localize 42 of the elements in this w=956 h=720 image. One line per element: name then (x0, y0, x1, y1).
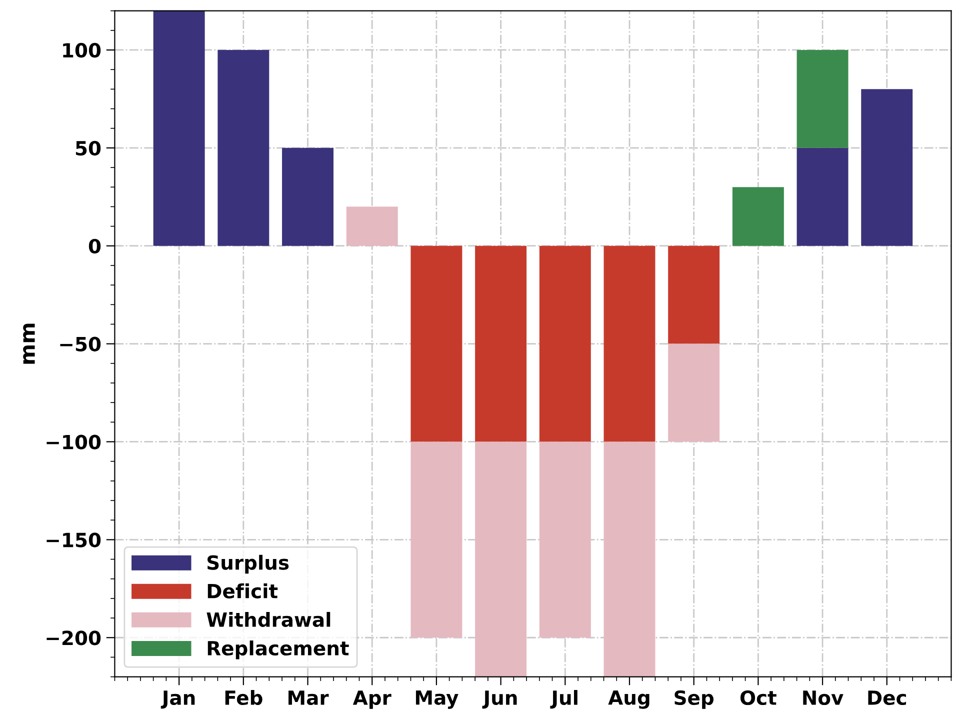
bar (604, 442, 656, 677)
bar (475, 246, 527, 442)
bar (668, 246, 720, 344)
legend-label: Replacement (208, 640, 349, 660)
x-tick-label: Jul (550, 690, 578, 709)
legend-label: Deficit (208, 583, 278, 598)
bar (861, 89, 913, 246)
legend-label: Surplus (208, 554, 289, 574)
bar (668, 344, 720, 442)
x-tick-label: Jan (160, 690, 195, 709)
x-tick-label: Oct (740, 690, 776, 706)
bar (282, 148, 334, 246)
x-tick-label: Dec (868, 690, 906, 706)
bar (604, 246, 656, 442)
bar (153, 10, 205, 246)
x-tick-label: May (416, 690, 458, 709)
y-axis-title: mm (23, 324, 35, 364)
bar (539, 246, 591, 442)
bar (410, 246, 462, 442)
x-tick-label: Apr (352, 690, 392, 709)
x-tick-label: Aug (608, 690, 650, 709)
y-tick-label: −200 (46, 630, 101, 646)
bar (410, 442, 462, 638)
y-tick-label: −100 (46, 434, 101, 450)
x-tick-label: Jun (482, 690, 517, 709)
y-tick-label: 50 (76, 140, 101, 156)
y-tick-label: 0 (88, 238, 101, 254)
bar (218, 50, 270, 246)
x-tick-label: Mar (288, 690, 329, 706)
bar (475, 442, 527, 677)
y-tick-label: −50 (60, 336, 101, 352)
x-tick-label: Sep (674, 690, 714, 709)
legend-label: Withdrawal (206, 612, 330, 627)
x-tick-label: Feb (225, 690, 262, 706)
bar (732, 187, 784, 246)
bar (796, 50, 848, 148)
bar (796, 148, 848, 246)
x-tick-label: Nov (803, 690, 844, 706)
bar (346, 206, 398, 246)
bar (539, 442, 591, 638)
y-tick-label: −150 (46, 532, 101, 548)
y-tick-label: 100 (63, 42, 101, 58)
